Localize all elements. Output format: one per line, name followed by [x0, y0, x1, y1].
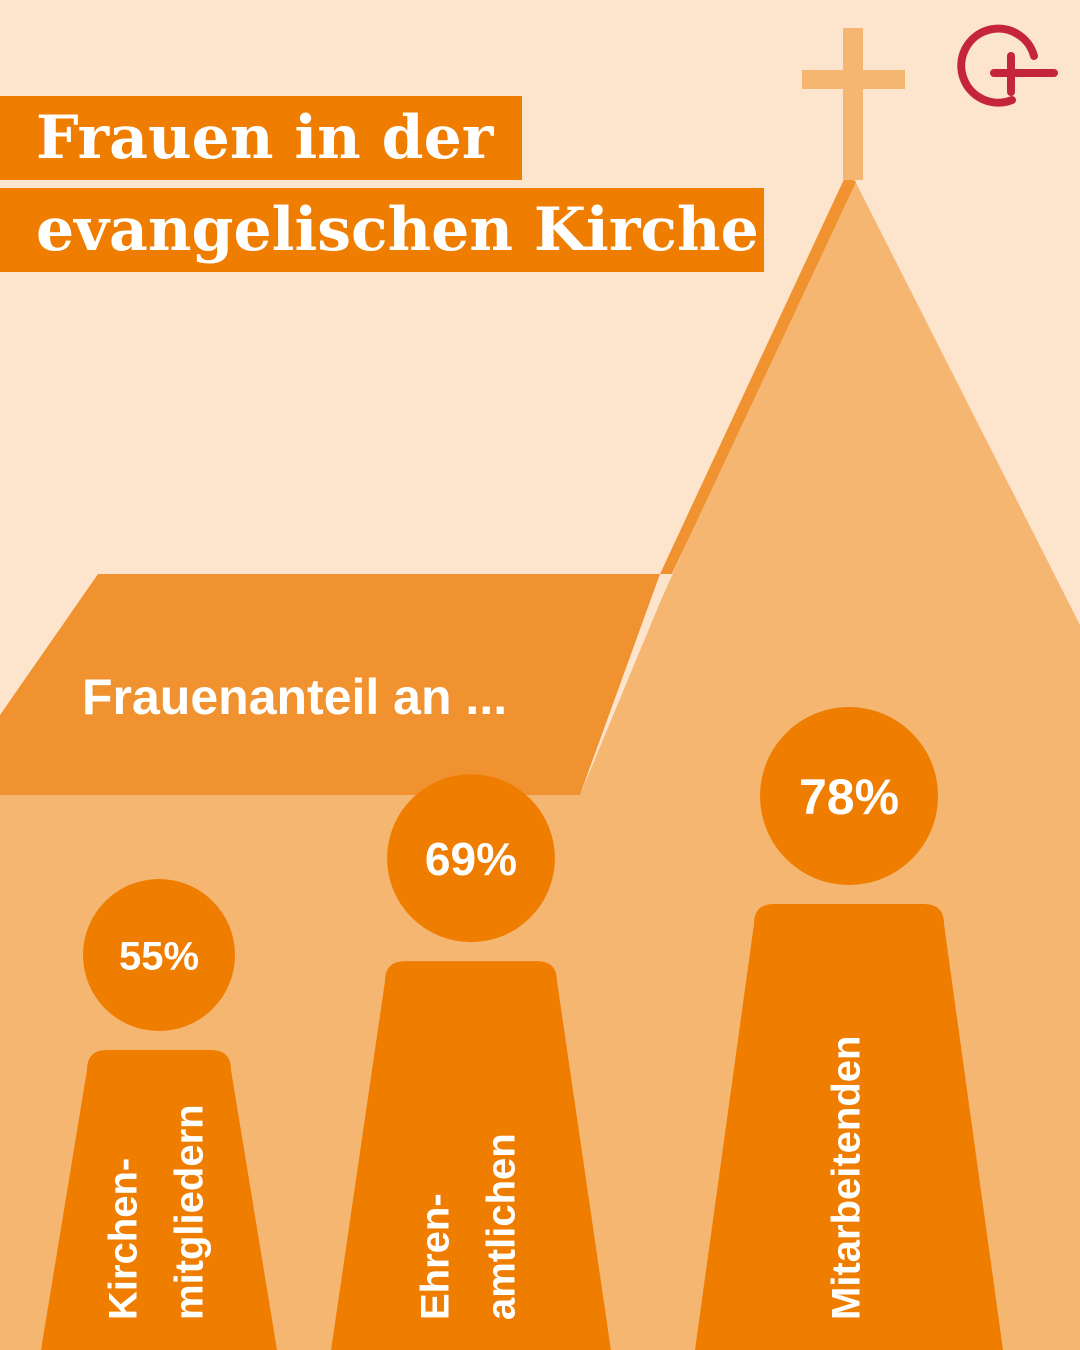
value-label-mitarbeitende: 78% — [799, 769, 899, 825]
figure-body-kirchenmitglieder — [41, 1050, 277, 1350]
circle-plus-logo-icon — [957, 24, 1058, 107]
title-line-1: Frauen in der — [0, 96, 522, 180]
value-label-ehrenamtliche: 69% — [425, 833, 517, 885]
tower-roof-edge — [660, 175, 856, 574]
church-roof — [0, 574, 660, 795]
cross-icon — [802, 28, 905, 180]
figure-body-ehrenamtliche — [331, 961, 611, 1350]
value-label-kirchenmitglieder: 55% — [119, 934, 199, 978]
category-label-ehrenamtliche-1: Ehren- — [414, 1193, 458, 1320]
figure-body-mitarbeitende — [695, 904, 1003, 1350]
category-label-kirchenmitglieder-1: Kirchen- — [102, 1158, 146, 1320]
category-label-kirchenmitglieder-2: mitgliedern — [168, 1104, 212, 1320]
figure-head-mitarbeitende — [760, 707, 938, 885]
figure-head-ehrenamtliche — [387, 774, 555, 943]
people-figures: 55% Kirchen-mitgliedern 69% Ehren-amtlichen… — [41, 707, 1003, 1350]
category-label-mitarbeitende-1: Mitarbeitenden — [825, 1036, 869, 1320]
title-line-2: evangelischen Kirche — [0, 188, 764, 272]
subtitle: Frauenanteil an ... — [82, 669, 508, 725]
category-label-ehrenamtliche-2: amtlichen — [480, 1133, 524, 1320]
figure-head-kirchenmitglieder — [83, 879, 235, 1031]
